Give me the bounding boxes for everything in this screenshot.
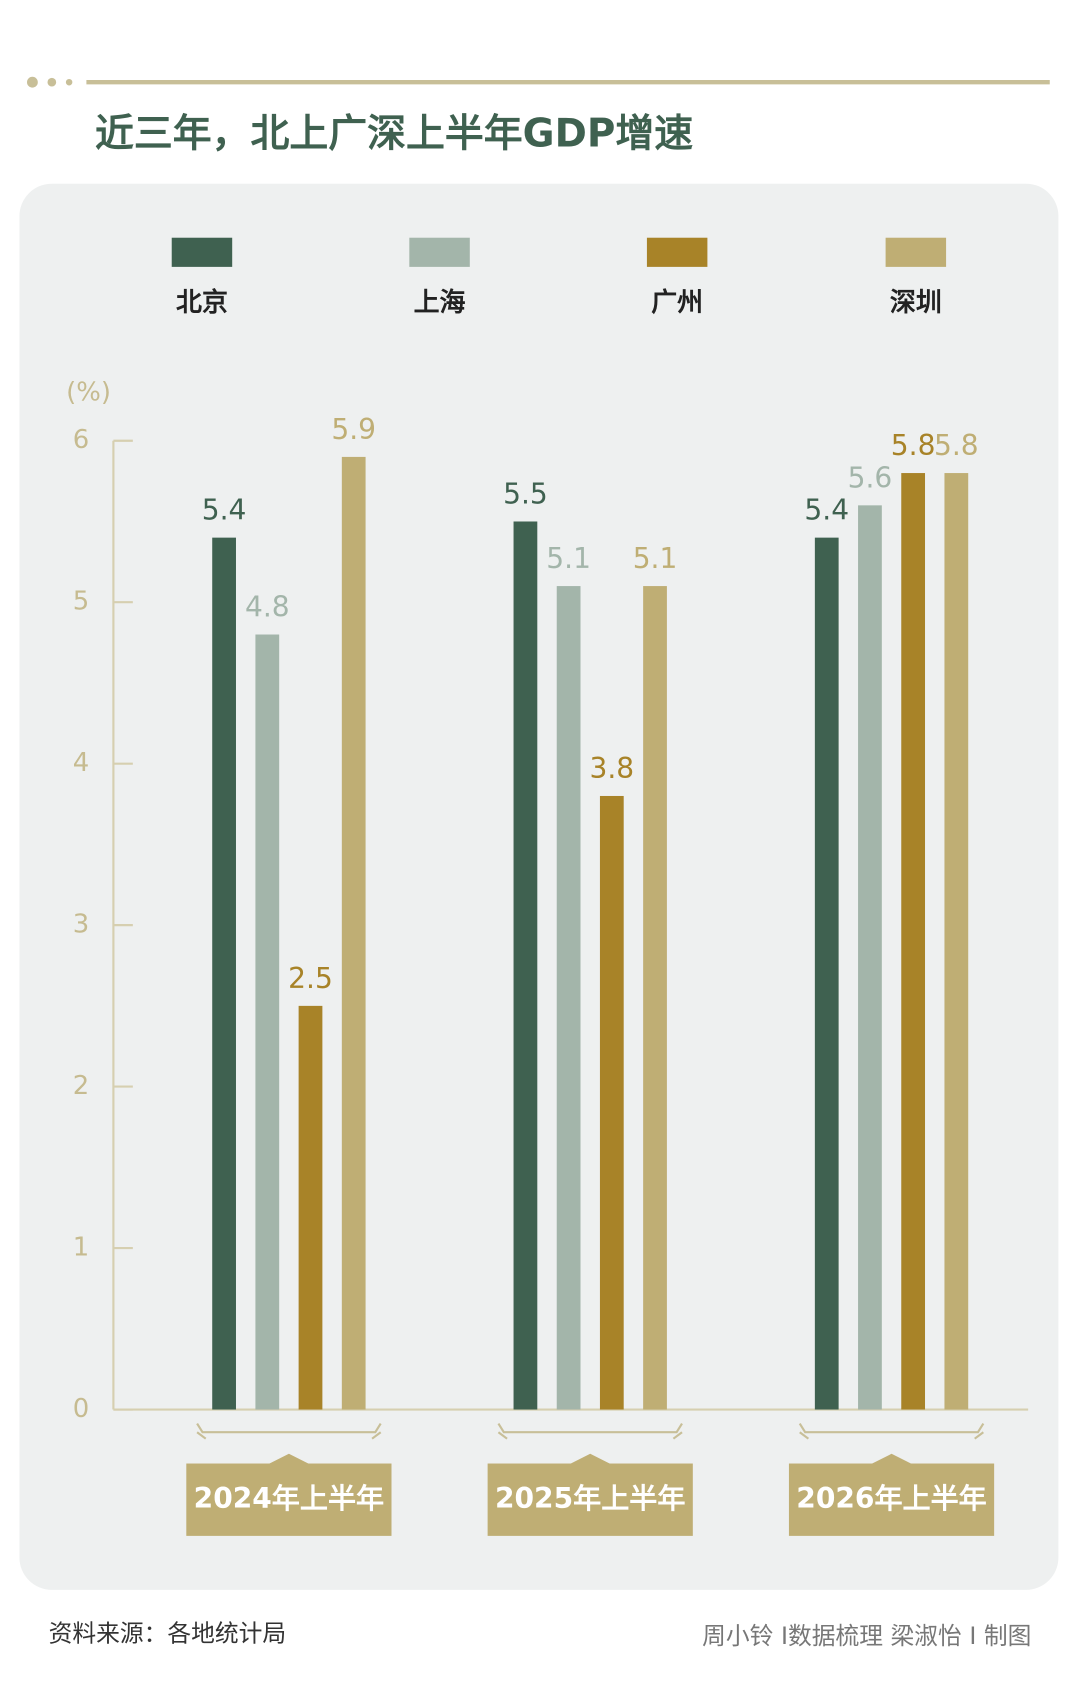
y-tick-label: 1 (73, 1233, 89, 1263)
y-tick-label: 4 (73, 748, 89, 778)
brace (798, 1422, 985, 1440)
category-pointer (568, 1453, 612, 1465)
y-axis-label: (%) (66, 378, 111, 408)
category-pointer (267, 1453, 311, 1465)
legend-swatch (885, 237, 947, 267)
data-label: 5.1 (633, 542, 678, 575)
bar (298, 1005, 323, 1410)
bar (556, 586, 581, 1410)
bar (858, 505, 882, 1410)
data-label: 5.4 (202, 494, 247, 527)
legend-label: 北京 (176, 287, 228, 318)
bar (599, 795, 624, 1410)
data-label: 5.8 (934, 429, 979, 462)
bar (341, 456, 366, 1410)
chart-title: 近三年，北上广深上半年GDP增速 (95, 112, 693, 157)
category-box (788, 1463, 995, 1536)
legend-label: 上海 (414, 288, 466, 318)
bar (513, 521, 538, 1410)
x-tick-label: 2026年上半年 (796, 1482, 986, 1515)
legend-label: 广州 (651, 288, 703, 318)
legend-swatch (409, 237, 470, 267)
card (19, 183, 1059, 1590)
brace (196, 1422, 382, 1440)
data-label: 2.5 (288, 962, 333, 995)
source: 资料来源：各地统计局 (49, 1620, 287, 1648)
data-label: 3.8 (589, 752, 634, 785)
data-label: 5.5 (503, 478, 548, 511)
bar (212, 537, 236, 1410)
decor-dot (27, 76, 38, 88)
data-label: 5.8 (891, 429, 936, 462)
legend-swatch (171, 237, 233, 267)
x-tick-label: 2025年上半年 (495, 1482, 685, 1515)
data-label: 4.8 (245, 591, 290, 624)
bar (255, 634, 280, 1410)
data-label: 5.9 (331, 413, 376, 446)
y-tick-label: 5 (73, 587, 89, 617)
bar (944, 473, 969, 1410)
legend-label: 深圳 (890, 288, 942, 318)
y-tick-label: 0 (73, 1394, 89, 1424)
category-box (186, 1463, 392, 1536)
bar (814, 537, 839, 1410)
legend-swatch (646, 237, 708, 267)
data-label: 5.6 (848, 461, 893, 494)
brace (497, 1422, 683, 1440)
bar (901, 473, 926, 1410)
decor-dot (65, 78, 73, 86)
y-tick-label: 6 (73, 425, 89, 455)
x-tick-label: 2024年上半年 (194, 1482, 384, 1515)
category-pointer (869, 1453, 914, 1465)
bar (643, 586, 667, 1410)
data-label: 5.4 (804, 494, 849, 527)
data-label: 5.1 (546, 542, 591, 575)
category-box (487, 1463, 693, 1536)
y-tick-label: 3 (73, 910, 89, 940)
credit: 周小铃 I数据梳理 梁淑怡 I 制图 (702, 1622, 1031, 1650)
decor-dot (47, 77, 57, 87)
y-tick-label: 2 (73, 1071, 89, 1101)
